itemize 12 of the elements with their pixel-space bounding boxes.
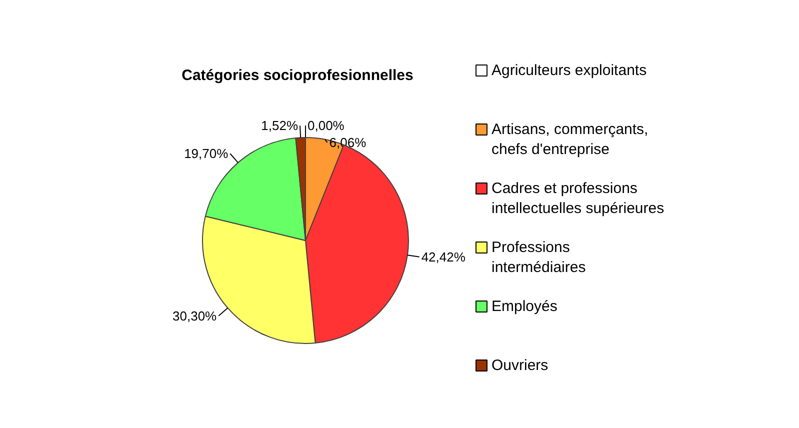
data-label: 42,42% <box>421 249 466 264</box>
legend-label: Agriculteurs exploitants <box>492 62 647 79</box>
legend-label: Professions intermédiaires <box>492 239 586 276</box>
legend-label: Artisans, commerçants, chefs d'entreprise <box>492 121 648 158</box>
data-label: 30,30% <box>172 308 218 324</box>
legend-label: Employés <box>492 298 558 315</box>
legend-label: Cadres et professions intellectuelles supérieures <box>492 180 664 217</box>
chart-title: Catégories socioprofesionnelles <box>182 67 414 84</box>
data-label: 1,52% <box>261 118 298 134</box>
text: 0,00% <box>308 118 344 133</box>
data-label: 19,70% <box>184 146 229 162</box>
legend-label: Ouvriers <box>492 357 548 374</box>
